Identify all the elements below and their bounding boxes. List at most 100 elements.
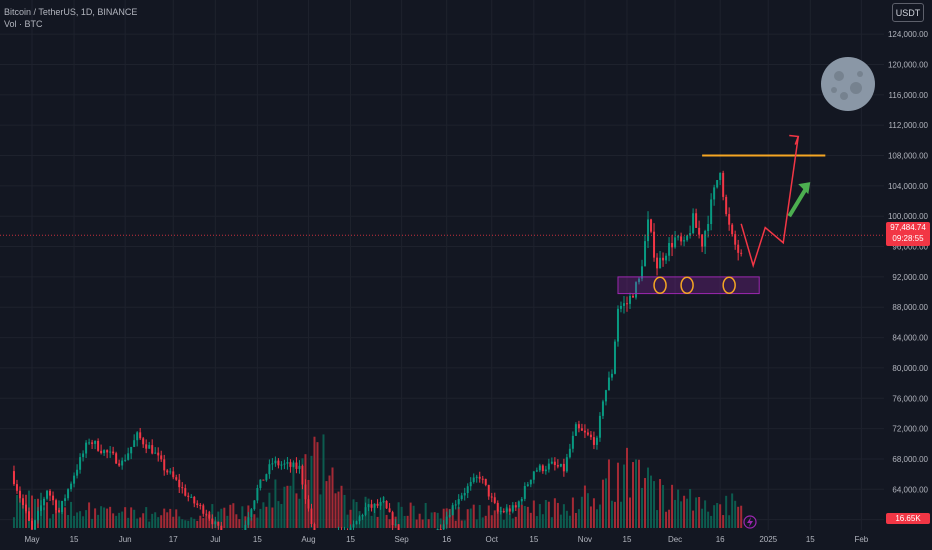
x-tick-label: Oct xyxy=(486,535,499,544)
volume-bar xyxy=(529,512,532,528)
volume-bar xyxy=(523,505,526,528)
volume-bar xyxy=(109,506,112,528)
candle-body xyxy=(568,448,571,458)
x-tick-label: 2025 xyxy=(759,535,777,544)
candle-body xyxy=(208,514,211,519)
candle-body xyxy=(665,255,668,261)
volume-bar xyxy=(496,509,499,528)
volume-bar xyxy=(728,515,731,528)
candle-body xyxy=(358,516,361,522)
symbol-legend[interactable]: Bitcoin / TetherUS, 1D, BINANCE xyxy=(4,6,137,18)
y-tick-label: 92,000.00 xyxy=(892,273,928,282)
volume-bar xyxy=(556,502,559,528)
candle-body xyxy=(442,524,445,530)
candle-body xyxy=(610,373,613,378)
volume-bar xyxy=(638,459,641,528)
candle-body xyxy=(361,514,364,517)
volume-bar xyxy=(493,510,496,528)
volume-bar xyxy=(604,478,607,528)
volume-bar xyxy=(698,497,701,528)
volume-bar xyxy=(52,514,55,528)
volume-bar xyxy=(683,495,686,528)
candle-body xyxy=(478,476,481,479)
volume-bar xyxy=(454,520,457,528)
moon-crater xyxy=(850,82,862,94)
candle-body xyxy=(382,501,385,503)
volume-bar xyxy=(689,489,692,528)
currency-button[interactable]: USDT xyxy=(892,3,924,22)
volume-bar xyxy=(484,515,487,528)
candle-body xyxy=(178,479,181,488)
volume-bar xyxy=(283,486,286,528)
volume-bar xyxy=(424,503,427,528)
candle-body xyxy=(493,497,496,503)
volume-bar xyxy=(632,462,634,528)
candle-body xyxy=(613,341,616,374)
candle-body xyxy=(460,495,463,500)
candle-body xyxy=(659,257,662,269)
x-tick-label: Jun xyxy=(119,535,132,544)
volume-bar xyxy=(514,516,517,528)
volume-bar xyxy=(178,516,181,528)
x-tick-label: 15 xyxy=(806,535,815,544)
x-tick-label: Aug xyxy=(301,535,315,544)
volume-bar xyxy=(695,497,698,528)
candle-body xyxy=(451,505,454,516)
volume-bar xyxy=(151,513,154,528)
volume-bar xyxy=(553,498,556,528)
candle-body xyxy=(731,224,734,235)
candle-body xyxy=(127,453,130,460)
candle-body xyxy=(244,524,247,532)
candle-body xyxy=(616,308,619,342)
candle-body xyxy=(298,465,301,469)
volume-bar xyxy=(412,505,415,528)
volume-bar xyxy=(12,517,15,528)
volume-bar xyxy=(121,511,124,528)
candle-body xyxy=(289,462,292,467)
volume-legend[interactable]: Vol · BTC xyxy=(4,18,137,30)
candle-body xyxy=(677,236,680,238)
candle-body xyxy=(701,234,704,247)
candle-body xyxy=(544,469,547,472)
candle-body xyxy=(737,244,740,253)
volume-bar xyxy=(97,514,100,528)
candle-body xyxy=(547,463,550,470)
candle-body xyxy=(469,481,472,487)
candle-body xyxy=(541,465,544,472)
candle-body xyxy=(286,462,289,464)
volume-bar xyxy=(731,493,734,528)
candle-body xyxy=(49,490,52,496)
volume-bar xyxy=(613,501,616,528)
price-axis[interactable]: 60,000.0064,000.0068,000.0072,000.0076,0… xyxy=(884,0,932,550)
volume-bar xyxy=(169,508,172,528)
volume-bar xyxy=(520,504,523,528)
volume-bar xyxy=(415,519,418,528)
candle-body xyxy=(82,453,85,458)
time-axis[interactable]: May 15 Jun 17 Jul 15 Aug 15 Sep 16 Oct 15 Nov 15 Dec 16… xyxy=(0,530,932,550)
volume-bar xyxy=(716,503,719,528)
volume-bar xyxy=(544,499,547,528)
candle-body xyxy=(538,465,541,471)
candle-body xyxy=(707,224,710,231)
volume-bar xyxy=(172,516,175,528)
candle-body xyxy=(628,295,631,304)
candle-body xyxy=(481,478,484,480)
volume-bar xyxy=(370,515,373,528)
candle-body xyxy=(484,478,487,485)
x-tick-label: Dec xyxy=(668,535,682,544)
volume-bar xyxy=(340,485,343,528)
volume-bar xyxy=(352,499,355,528)
volume-bar xyxy=(196,520,199,528)
candle-body xyxy=(734,234,737,245)
volume-bar xyxy=(385,514,388,528)
candle-body xyxy=(52,495,55,501)
x-tick-label: 16 xyxy=(442,535,451,544)
volume-bar xyxy=(656,510,659,528)
candle-body xyxy=(94,440,97,444)
candle-body xyxy=(373,503,376,508)
volume-bar xyxy=(616,462,619,528)
candle-body xyxy=(106,450,109,453)
candle-body xyxy=(352,524,355,528)
volume-bar xyxy=(15,494,18,528)
